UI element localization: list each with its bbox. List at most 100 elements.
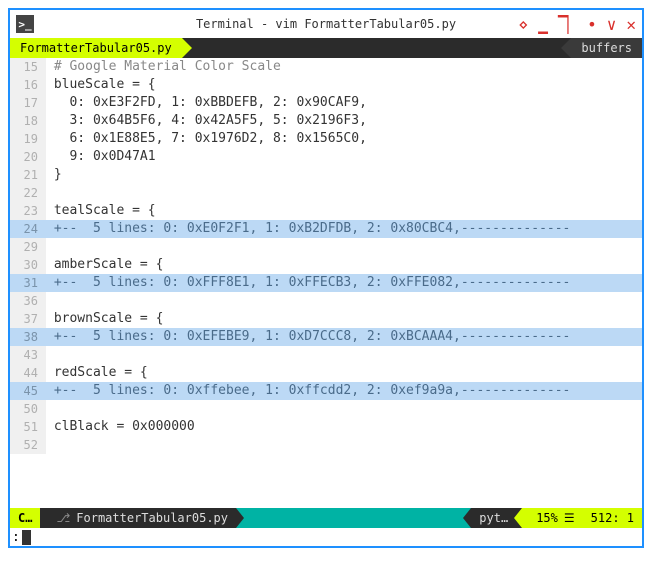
status-position-text: 512: 1	[591, 511, 634, 525]
tab-label: FormatterTabular05.py	[20, 41, 172, 55]
line-number: 19	[10, 130, 46, 148]
window-controls: ⋄ ▁ ▔▏ • ∨ ✕	[519, 15, 636, 34]
code-line: 44 redScale = {	[10, 364, 642, 382]
line-number: 37	[10, 310, 46, 328]
fold-line[interactable]: 38 +-- 5 lines: 0: 0xEFEBE9, 1: 0xD7CCC8…	[10, 328, 642, 346]
shade-icon[interactable]: ∨	[607, 15, 617, 34]
tab-active[interactable]: FormatterTabular05.py	[10, 38, 182, 58]
line-number: 30	[10, 256, 46, 274]
code-line: 17 0: 0xE3F2FD, 1: 0xBBDEFB, 2: 0x90CAF9…	[10, 94, 642, 112]
line-number: 24	[10, 220, 46, 238]
status-position: 512: 1	[583, 508, 642, 528]
code-line: 52	[10, 436, 642, 454]
code-text: blueScale = {	[46, 76, 642, 94]
minimize-icon[interactable]: ▁	[538, 15, 548, 34]
code-text	[46, 346, 642, 364]
status-mode-text: C…	[18, 511, 32, 525]
code-text: amberScale = {	[46, 256, 642, 274]
line-number: 16	[10, 76, 46, 94]
line-number: 17	[10, 94, 46, 112]
fold-line[interactable]: 45 +-- 5 lines: 0: 0xffebee, 1: 0xffcdd2…	[10, 382, 642, 400]
line-number: 43	[10, 346, 46, 364]
line-number: 45	[10, 382, 46, 400]
line-number: 38	[10, 328, 46, 346]
fold-line[interactable]: 24 +-- 5 lines: 0: 0xE0F2F1, 1: 0xB2DFDB…	[10, 220, 642, 238]
line-number: 36	[10, 292, 46, 310]
code-text: +-- 5 lines: 0: 0xE0F2F1, 1: 0xB2DFDB, 2…	[46, 220, 642, 238]
code-text	[46, 292, 642, 310]
maximize-icon[interactable]: ▔▏	[558, 15, 577, 34]
code-text: brownScale = {	[46, 310, 642, 328]
code-line: 30 amberScale = {	[10, 256, 642, 274]
code-text: 9: 0x0D47A1	[46, 148, 642, 166]
code-line: 29	[10, 238, 642, 256]
prompt-glyph: >_	[18, 19, 31, 30]
code-line: 22	[10, 184, 642, 202]
code-line: 51 clBlack = 0x000000	[10, 418, 642, 436]
cmd-prompt: :	[12, 530, 20, 545]
code-line: 37 brownScale = {	[10, 310, 642, 328]
line-number: 52	[10, 436, 46, 454]
branch-icon: ⎇	[56, 511, 70, 525]
line-number: 23	[10, 202, 46, 220]
code-text	[46, 400, 642, 418]
editor-viewport[interactable]: 15 # Google Material Color Scale16 blueS…	[10, 58, 642, 508]
line-number: 21	[10, 166, 46, 184]
statusbar: C… ⎇ FormatterTabular05.py pyt… 15% ☰ 51…	[10, 508, 642, 528]
terminal-icon: >_	[16, 15, 34, 33]
code-line: 16 blueScale = {	[10, 76, 642, 94]
status-filetype-text: pyt…	[479, 511, 508, 525]
code-text: 3: 0x64B5F6, 4: 0x42A5F5, 5: 0x2196F3,	[46, 112, 642, 130]
line-number: 15	[10, 58, 46, 76]
code-line: 36	[10, 292, 642, 310]
status-percent: 15% ☰	[522, 508, 582, 528]
status-file-text: FormatterTabular05.py	[76, 511, 228, 525]
code-text: tealScale = {	[46, 202, 642, 220]
keep-above-icon[interactable]: ⋄	[519, 15, 529, 34]
tabbar-spacer	[182, 38, 572, 58]
line-number: 22	[10, 184, 46, 202]
code-line: 50	[10, 400, 642, 418]
code-line: 21 }	[10, 166, 642, 184]
line-number: 29	[10, 238, 46, 256]
line-number: 51	[10, 418, 46, 436]
line-number: 50	[10, 400, 46, 418]
code-text: 0: 0xE3F2FD, 1: 0xBBDEFB, 2: 0x90CAF9,	[46, 94, 642, 112]
terminal-window: >_ Terminal - vim FormatterTabular05.py …	[8, 8, 644, 548]
code-text	[46, 238, 642, 256]
code-line: 19 6: 0x1E88E5, 7: 0x1976D2, 8: 0x1565C0…	[10, 130, 642, 148]
line-number: 20	[10, 148, 46, 166]
code-text: }	[46, 166, 642, 184]
code-line: 18 3: 0x64B5F6, 4: 0x42A5F5, 5: 0x2196F3…	[10, 112, 642, 130]
titlebar: >_ Terminal - vim FormatterTabular05.py …	[10, 10, 642, 38]
code-text: +-- 5 lines: 0: 0xEFEBE9, 1: 0xD7CCC8, 2…	[46, 328, 642, 346]
close-icon[interactable]: ✕	[626, 15, 636, 34]
tabbar: FormatterTabular05.py buffers	[10, 38, 642, 58]
buffers-label: buffers	[581, 41, 632, 55]
status-percent-text: 15%	[536, 511, 558, 525]
hamburger-icon: ☰	[564, 511, 575, 525]
code-text: +-- 5 lines: 0: 0xffebee, 1: 0xffcdd2, 2…	[46, 382, 642, 400]
code-line: 20 9: 0x0D47A1	[10, 148, 642, 166]
code-text: clBlack = 0x000000	[46, 418, 642, 436]
code-line: 15 # Google Material Color Scale	[10, 58, 642, 76]
code-text: # Google Material Color Scale	[46, 58, 642, 76]
buffers-button[interactable]: buffers	[571, 38, 642, 58]
code-line: 23 tealScale = {	[10, 202, 642, 220]
status-file: ⎇ FormatterTabular05.py	[40, 508, 236, 528]
code-line: 43	[10, 346, 642, 364]
dot-icon[interactable]: •	[587, 15, 597, 34]
code-text	[46, 184, 642, 202]
cursor-icon	[22, 530, 31, 545]
code-text: redScale = {	[46, 364, 642, 382]
fold-line[interactable]: 31 +-- 5 lines: 0: 0xFFF8E1, 1: 0xFFECB3…	[10, 274, 642, 292]
status-mid	[236, 508, 471, 528]
line-number: 18	[10, 112, 46, 130]
code-text	[46, 436, 642, 454]
code-text: +-- 5 lines: 0: 0xFFF8E1, 1: 0xFFECB3, 2…	[46, 274, 642, 292]
command-line[interactable]: :	[10, 528, 642, 546]
line-number: 44	[10, 364, 46, 382]
code-text: 6: 0x1E88E5, 7: 0x1976D2, 8: 0x1565C0,	[46, 130, 642, 148]
status-mode: C…	[10, 508, 40, 528]
line-number: 31	[10, 274, 46, 292]
